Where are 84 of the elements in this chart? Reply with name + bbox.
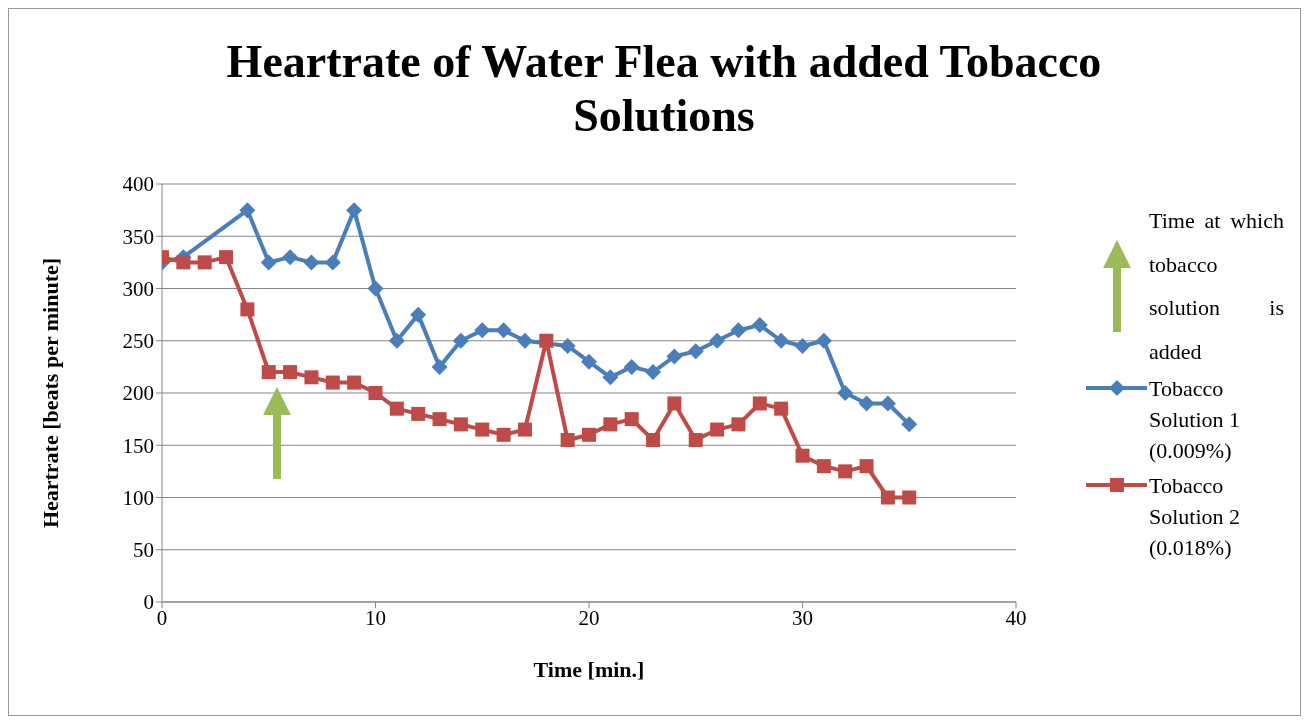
point [367,280,384,297]
point [411,406,426,421]
point [667,396,682,411]
point [346,202,363,219]
legend-label: Tobacco Solution 2 (0.018%) [1149,472,1242,562]
text: Time at which tobacco solution is added [1149,207,1284,366]
point [838,464,853,479]
chart-title: Heartrate of Water Flea with added Tobacco Solutions [225,35,1103,143]
x-tick-label: 40 [1005,605,1027,630]
y-tick-label: 400 [122,172,154,197]
point [347,375,362,390]
point [901,416,918,433]
point [902,490,917,505]
point [261,365,276,380]
point [859,459,874,474]
point [260,254,277,271]
point [324,254,341,271]
point [325,375,340,390]
point [475,422,490,437]
point [858,395,875,412]
y-tick-label: 50 [133,538,154,563]
point [431,358,448,375]
point [581,353,597,370]
y-tick-label: 100 [122,485,154,510]
point [176,255,191,270]
point [219,250,234,265]
point [837,385,854,401]
x-tick-label: 10 [365,605,386,630]
point [751,317,768,334]
point [815,332,832,349]
point [603,417,618,432]
point [623,358,640,375]
point [710,422,725,437]
point [495,322,512,339]
point [303,254,320,271]
point [624,412,639,427]
point [774,401,789,416]
point [560,433,575,448]
point [773,332,790,349]
point [410,306,427,323]
point [666,348,683,365]
x-tick-label: 30 [792,605,813,630]
point [239,202,256,219]
point [517,422,532,437]
point [368,386,383,400]
point [559,337,576,354]
point [794,337,811,354]
point [197,255,212,270]
point [645,364,662,381]
y-tick-label: 350 [122,224,154,249]
point [731,417,746,432]
point [240,302,255,317]
y-tick-label: 150 [122,433,154,458]
point [516,332,533,349]
point [730,322,747,339]
point [432,412,447,427]
y-axis-title: Heartrate [beats per minute] [38,257,64,529]
point [880,490,895,505]
point [474,322,491,339]
point [879,395,896,412]
x-tick-label: 20 [578,605,600,630]
point [453,417,468,432]
y-tick-label: 300 [122,276,154,301]
point [496,427,511,442]
point [816,459,831,474]
point [602,369,619,386]
legend-label: Tobacco Solution 1 (0.009%) [1149,375,1242,465]
point [282,249,299,266]
point [539,333,554,348]
point [283,365,298,380]
x-axis-title: Time [min.] [532,657,646,683]
point [687,343,704,360]
point [688,433,703,448]
point [452,332,469,349]
point [388,332,405,349]
point [582,427,596,442]
point [795,448,810,463]
point [646,433,661,448]
point [709,332,726,349]
y-tick-label: 200 [122,381,154,406]
point [304,370,319,385]
point [389,401,404,416]
point [752,396,767,411]
y-tick-label: 250 [122,329,154,354]
